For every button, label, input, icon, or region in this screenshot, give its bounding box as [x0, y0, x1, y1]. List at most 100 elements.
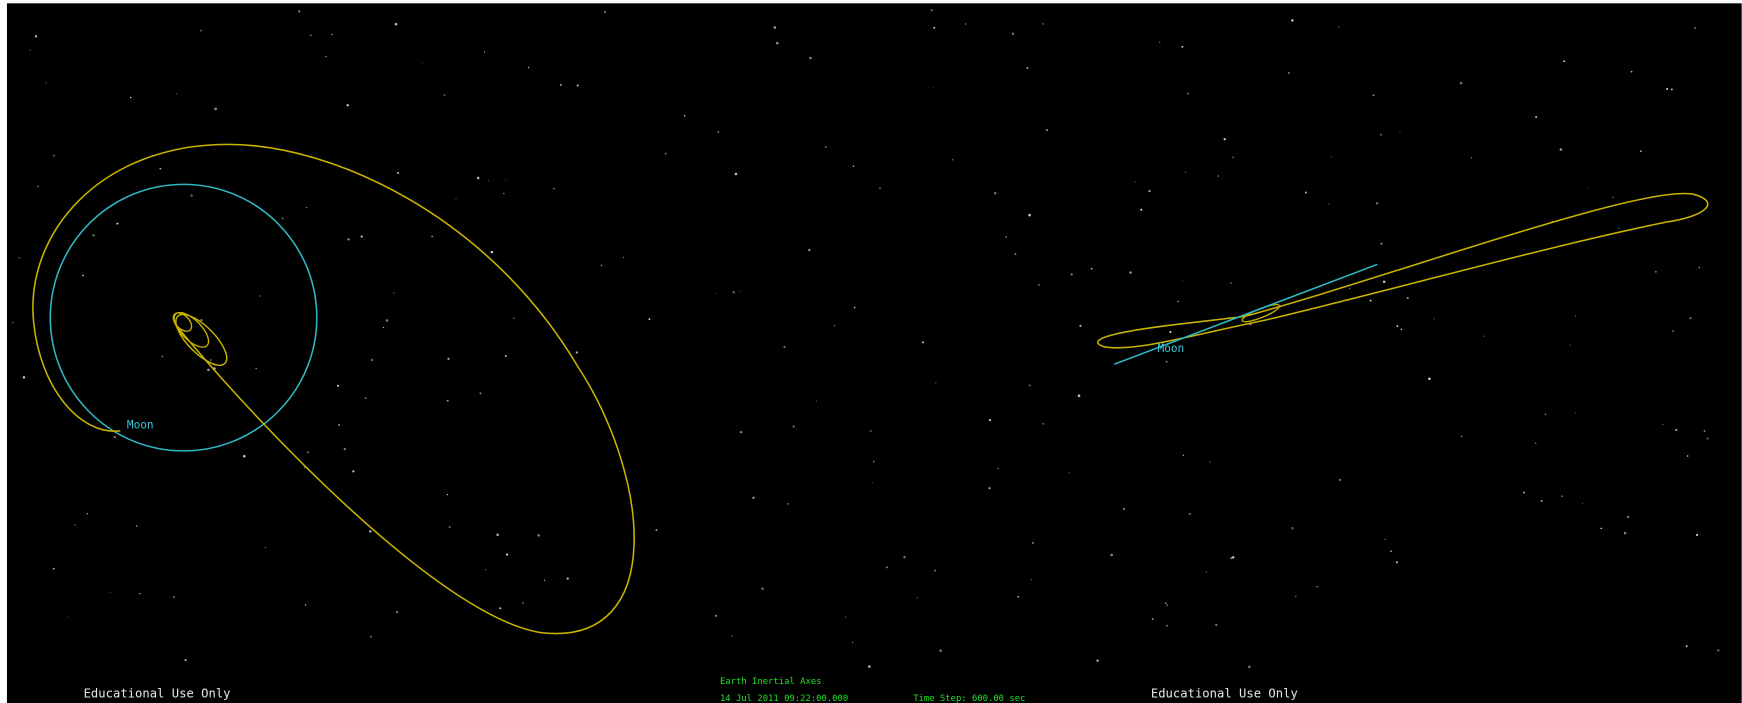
star — [87, 513, 88, 514]
star — [484, 52, 485, 53]
star — [1288, 72, 1290, 74]
star — [537, 534, 540, 537]
star — [505, 180, 506, 181]
star — [715, 615, 717, 617]
star — [752, 497, 754, 499]
star — [1675, 429, 1677, 431]
star — [139, 593, 140, 594]
star — [1428, 377, 1431, 380]
star — [935, 383, 936, 384]
star — [1370, 300, 1372, 302]
star — [1384, 539, 1385, 540]
star — [371, 359, 374, 362]
star — [825, 146, 827, 148]
star — [1390, 550, 1392, 552]
star — [1140, 209, 1142, 211]
star — [114, 436, 116, 438]
star — [1129, 271, 1131, 273]
star — [1399, 132, 1400, 133]
star — [190, 194, 192, 196]
star — [110, 592, 111, 593]
star — [576, 351, 578, 353]
star — [998, 468, 999, 469]
star — [449, 526, 451, 528]
star — [443, 94, 445, 96]
star — [783, 346, 785, 348]
star — [1291, 527, 1293, 529]
star — [852, 642, 853, 643]
star — [808, 249, 810, 251]
star — [200, 319, 202, 321]
star — [952, 159, 953, 160]
star — [1349, 288, 1350, 289]
star — [1165, 603, 1166, 604]
star — [479, 392, 481, 394]
star — [1185, 172, 1186, 173]
star — [365, 397, 367, 399]
star — [922, 341, 924, 343]
star — [933, 27, 935, 29]
star — [793, 426, 795, 428]
star — [1624, 532, 1627, 535]
star — [1696, 534, 1698, 536]
star — [740, 291, 741, 292]
star — [1305, 192, 1307, 194]
star — [1460, 82, 1463, 85]
star — [1316, 586, 1318, 588]
star — [491, 251, 494, 254]
star — [1407, 297, 1409, 299]
star — [939, 649, 941, 651]
star — [499, 607, 501, 609]
star — [1224, 138, 1226, 140]
star — [1588, 187, 1589, 188]
star — [1383, 281, 1386, 284]
star — [1483, 335, 1484, 336]
star — [1148, 190, 1150, 192]
star — [1078, 394, 1081, 397]
star — [886, 566, 888, 568]
star — [1686, 645, 1688, 647]
star — [68, 617, 69, 618]
star — [1541, 500, 1543, 502]
star — [46, 82, 47, 83]
star — [665, 153, 667, 155]
star — [994, 192, 997, 195]
star — [934, 570, 936, 572]
star — [870, 430, 872, 432]
star — [421, 62, 422, 63]
star — [1376, 202, 1378, 204]
star — [761, 588, 763, 590]
star — [496, 534, 499, 537]
star — [1640, 150, 1642, 152]
star — [1079, 325, 1081, 327]
star — [265, 547, 266, 548]
star — [395, 23, 398, 26]
star — [1096, 660, 1098, 662]
star — [917, 597, 918, 598]
star — [1015, 253, 1017, 255]
star — [259, 295, 261, 297]
star — [200, 30, 201, 31]
star — [306, 207, 307, 208]
star — [1123, 508, 1125, 510]
star — [553, 188, 554, 189]
star — [1295, 596, 1297, 598]
star — [12, 322, 14, 324]
star — [868, 665, 870, 667]
star — [931, 9, 933, 11]
star — [53, 568, 55, 570]
star — [1042, 23, 1044, 25]
star — [601, 265, 603, 267]
star — [1694, 27, 1696, 29]
star — [717, 131, 719, 133]
star — [1545, 414, 1546, 415]
star — [1166, 604, 1167, 605]
star — [477, 177, 480, 180]
star — [35, 35, 37, 37]
star — [1338, 26, 1339, 27]
star — [207, 369, 209, 371]
star — [513, 318, 514, 319]
star — [656, 529, 658, 531]
star — [1575, 315, 1576, 316]
star — [19, 257, 21, 259]
